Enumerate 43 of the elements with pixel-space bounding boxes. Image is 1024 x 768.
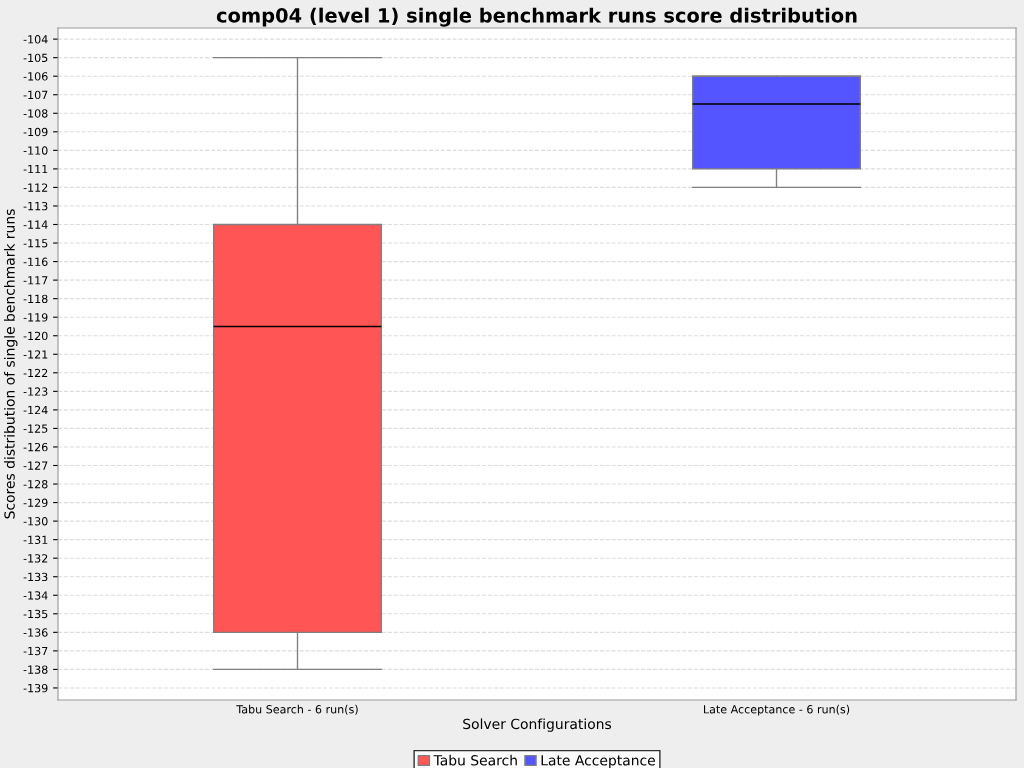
y-tick-label: -139 (23, 683, 48, 693)
y-tick-label: -134 (23, 591, 48, 600)
y-tick-label: -119 (23, 313, 48, 322)
y-tick-label: -117 (23, 276, 48, 285)
y-tick-label: -115 (23, 239, 48, 248)
y-tick-label: -128 (23, 480, 48, 489)
y-tick-label: -114 (23, 220, 48, 229)
chart-title: comp04 (level 1) single benchmark runs score distribution (216, 7, 857, 27)
y-tick-label: -108 (23, 109, 48, 118)
y-tick-label: -113 (23, 201, 48, 211)
y-tick-label: -111 (23, 165, 48, 174)
y-tick-label: -105 (23, 53, 48, 63)
y-tick-label: -129 (23, 498, 48, 507)
y-tick-label: -132 (23, 554, 48, 563)
y-tick-label: -123 (23, 387, 48, 396)
y-tick-label: -125 (23, 424, 48, 433)
y-tick-label: -116 (23, 257, 48, 266)
legend-label: Late Acceptance (541, 755, 655, 768)
y-tick-label: -122 (23, 368, 48, 378)
y-tick-label: -107 (23, 90, 48, 100)
y-tick-label: -136 (23, 628, 48, 637)
y-tick-label: -124 (23, 405, 48, 415)
x-axis-title: Solver Configurations (463, 718, 612, 732)
y-tick-label: -130 (23, 517, 48, 526)
x-tick-label: Tabu Search - 6 run(s) (236, 704, 358, 715)
y-tick-label: -106 (23, 72, 48, 81)
legend-label: Tabu Search (433, 754, 517, 766)
y-tick-label: -120 (23, 331, 48, 341)
y-tick-label: -121 (23, 350, 48, 359)
y-tick-label: -138 (23, 665, 48, 674)
y-tick-label: -135 (23, 609, 48, 619)
y-tick-label: -127 (23, 461, 48, 470)
y-tick-label: -137 (23, 646, 48, 656)
y-tick-label: -109 (23, 127, 48, 137)
y-tick-label: -104 (23, 35, 48, 44)
y-tick-label: -118 (23, 294, 48, 304)
y-tick-label: -126 (23, 442, 48, 452)
y-tick-label: -112 (23, 183, 48, 192)
y-tick-label: -131 (23, 535, 48, 545)
y-axis-title: Scores distribution of single benchmark runs (4, 209, 18, 519)
y-tick-label: -133 (23, 572, 48, 582)
y-tick-label: -110 (23, 146, 48, 155)
x-tick-label: Late Acceptance - 6 run(s) (704, 704, 850, 716)
